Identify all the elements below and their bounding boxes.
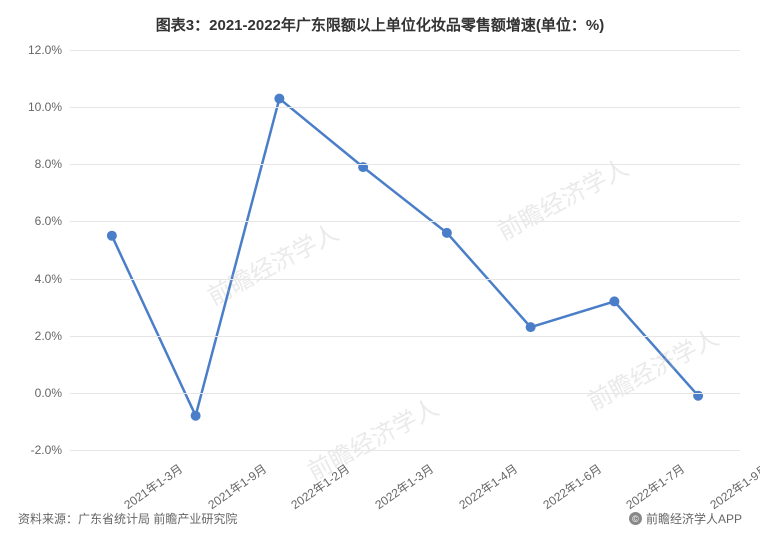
- source-footer: 资料来源：广东省统计局 前瞻产业研究院: [18, 510, 237, 527]
- y-axis-tick-label: 6.0%: [35, 214, 62, 228]
- x-axis-tick-label: 2021年1-9月: [204, 460, 269, 513]
- gridline: [70, 50, 740, 51]
- y-axis-tick-label: 0.0%: [35, 386, 62, 400]
- x-axis-tick-label: 2022年1-2月: [288, 460, 353, 513]
- credit-icon: ©: [629, 512, 642, 525]
- x-axis-tick-label: 2022年1-4月: [455, 460, 520, 513]
- y-axis-tick-label: 12.0%: [28, 43, 62, 57]
- gridline: [70, 107, 740, 108]
- gridline: [70, 393, 740, 394]
- gridline: [70, 279, 740, 280]
- y-axis-tick-label: 8.0%: [35, 157, 62, 171]
- data-point-marker: [526, 322, 536, 332]
- x-axis-tick-label: 2022年1-3月: [371, 460, 436, 513]
- credit-text: 前瞻经济学人APP: [646, 510, 742, 527]
- data-point-marker: [442, 228, 452, 238]
- x-axis-tick-label: 2022年1-9月: [706, 460, 760, 513]
- gridline: [70, 450, 740, 451]
- x-axis-tick-label: 2021年1-3月: [120, 460, 185, 513]
- data-point-marker: [609, 296, 619, 306]
- gridline: [70, 164, 740, 165]
- gridline: [70, 221, 740, 222]
- x-axis-tick-label: 2022年1-6月: [539, 460, 604, 513]
- gridline: [70, 336, 740, 337]
- y-axis-tick-label: 2.0%: [35, 329, 62, 343]
- data-point-marker: [274, 94, 284, 104]
- chart-container: 图表3：2021-2022年广东限额以上单位化妆品零售额增速(单位：%) 前瞻经…: [0, 0, 760, 539]
- data-point-marker: [107, 231, 117, 241]
- x-axis-tick-label: 2022年1-7月: [623, 460, 688, 513]
- credit: © 前瞻经济学人APP: [629, 510, 742, 527]
- data-point-marker: [191, 411, 201, 421]
- y-axis-tick-label: -2.0%: [31, 443, 62, 457]
- y-axis-tick-label: 10.0%: [28, 100, 62, 114]
- plot-area: 前瞻经济学人前瞻经济学人前瞻经济学人前瞻经济学人-2.0%0.0%2.0%4.0…: [70, 50, 740, 450]
- series-line: [112, 99, 698, 416]
- y-axis-tick-label: 4.0%: [35, 272, 62, 286]
- line-chart-svg: [70, 50, 740, 450]
- chart-title: 图表3：2021-2022年广东限额以上单位化妆品零售额增速(单位：%): [0, 0, 760, 35]
